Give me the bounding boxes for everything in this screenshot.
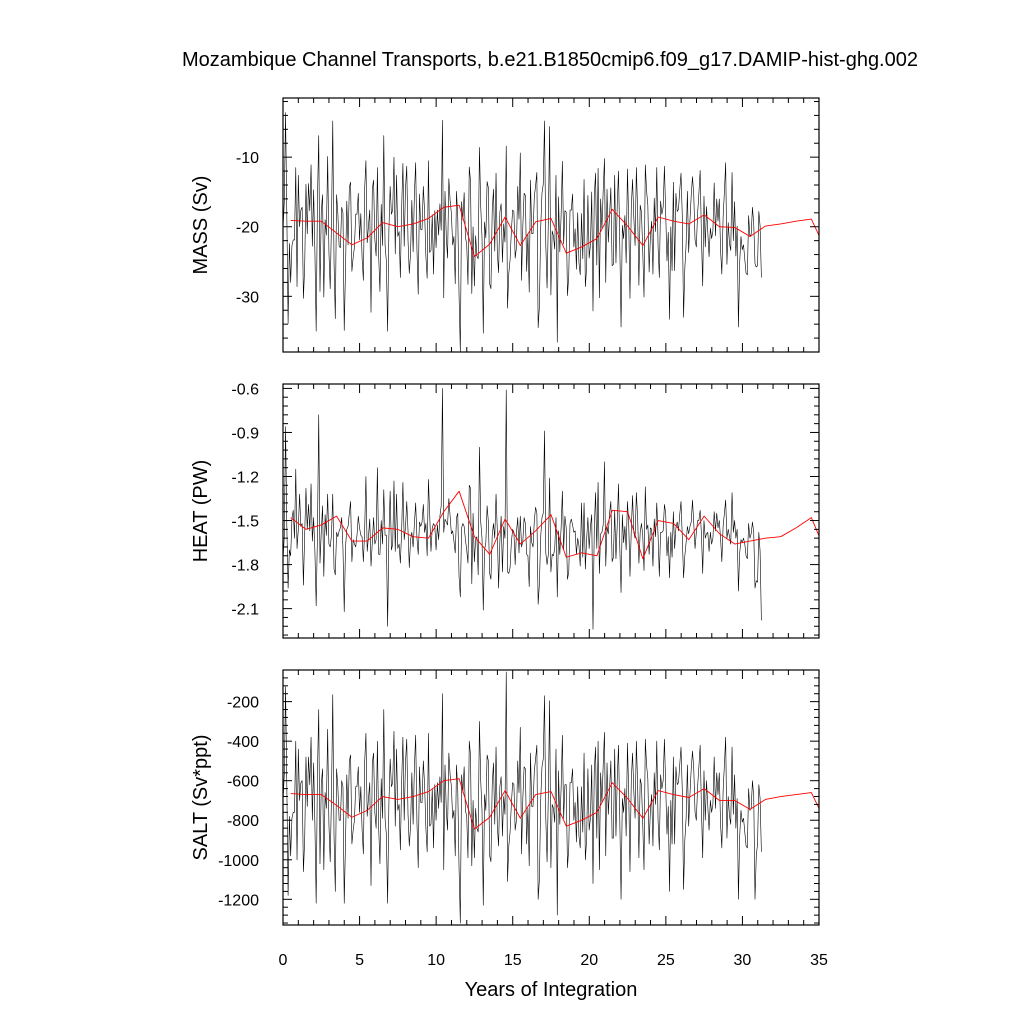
y-axis-label: HEAT (PW) <box>190 460 212 563</box>
panel-mass: -10 -20 -30 MASS (Sv) <box>190 97 820 353</box>
chart-title: Mozambique Channel Transports, b.e21.B18… <box>182 49 918 71</box>
x-tick-label: 10 <box>427 952 445 969</box>
y-tick-label: -0.9 <box>231 425 259 442</box>
y-tick-label: -200 <box>227 695 259 712</box>
y-tick-label: -10 <box>236 150 259 167</box>
plot-frame <box>282 669 820 926</box>
x-tick-label: 25 <box>657 952 675 969</box>
y-tick-label: -400 <box>227 734 259 751</box>
x-tick-label: 30 <box>734 952 752 969</box>
y-axis-label: MASS (Sv) <box>190 176 212 275</box>
x-tick-label: 20 <box>580 952 598 969</box>
annual-mean-line <box>290 204 819 258</box>
monthly-series-line <box>283 388 762 630</box>
monthly-series-line <box>283 671 762 924</box>
y-tick-label: -2.1 <box>231 602 259 619</box>
annual-mean-line <box>290 490 819 560</box>
y-tick-label: -20 <box>236 220 259 237</box>
y-tick-label: -0.6 <box>231 381 259 398</box>
x-tick-label: 35 <box>810 952 828 969</box>
y-tick-label: -1200 <box>218 892 259 909</box>
annual-mean-line <box>290 778 819 830</box>
y-tick-label: -1.8 <box>231 558 259 575</box>
panel-heat: -0.6 -0.9 -1.2 -1.5 -1.8 -2.1 HEAT (PW) <box>190 381 820 639</box>
x-tick-label: 15 <box>504 952 522 969</box>
x-axis-label: Years of Integration <box>465 979 638 1001</box>
y-axis-label: SALT (Sv*ppt) <box>190 735 212 861</box>
y-tick-label: -800 <box>227 813 259 830</box>
plot-frame <box>282 97 820 353</box>
panel-salt: -200 -400 -600 -800 -1000 -1200 SALT (Sv*ppt) <box>190 669 820 926</box>
plot-frame <box>282 383 820 639</box>
x-axis-tick-labels: 0 5 10 15 20 25 30 35 <box>279 952 828 969</box>
x-tick-label: 5 <box>355 952 364 969</box>
y-tick-label: -1.2 <box>231 469 259 486</box>
y-tick-label: -30 <box>236 289 259 306</box>
y-tick-label: -1.5 <box>231 514 259 531</box>
y-tick-label: -1000 <box>218 853 259 870</box>
monthly-series-line <box>283 112 762 352</box>
y-tick-label: -600 <box>227 774 259 791</box>
x-tick-label: 0 <box>279 952 288 969</box>
